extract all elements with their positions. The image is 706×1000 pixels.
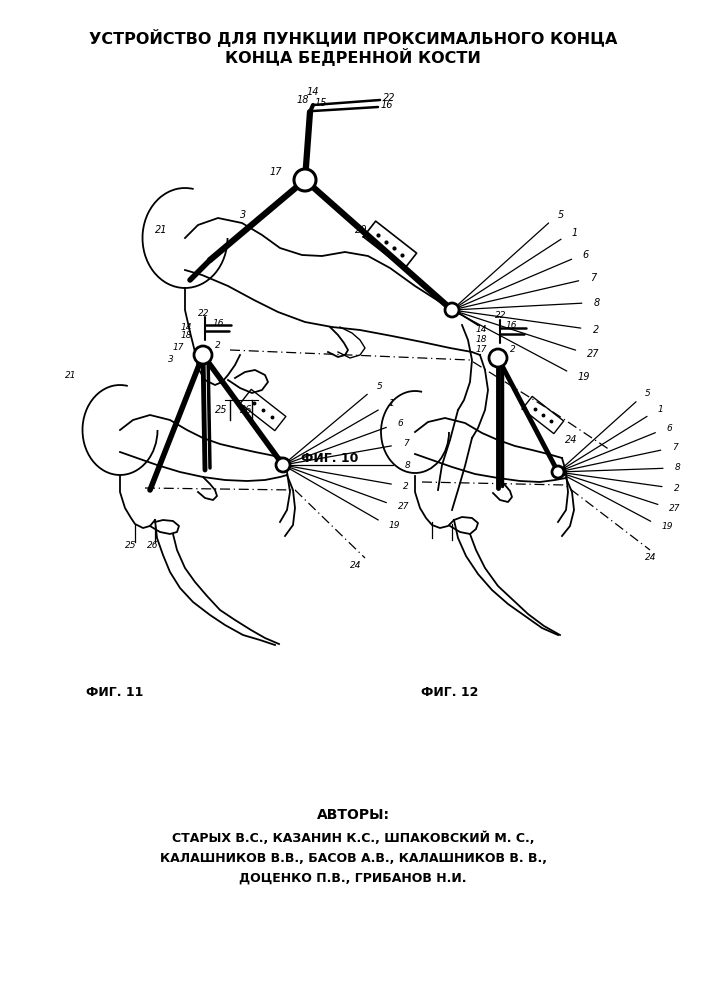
Text: КОНЦА БЕДРЕННОЙ КОСТИ: КОНЦА БЕДРЕННОЙ КОСТИ bbox=[225, 48, 481, 66]
Text: 14: 14 bbox=[476, 326, 488, 334]
Text: 8: 8 bbox=[594, 298, 600, 308]
Text: 22: 22 bbox=[383, 93, 395, 103]
Text: 6: 6 bbox=[666, 424, 672, 433]
Text: АВТОРЫ:: АВТОРЫ: bbox=[316, 808, 390, 822]
Text: 22: 22 bbox=[198, 308, 210, 318]
Text: 7: 7 bbox=[590, 273, 597, 283]
Text: 19: 19 bbox=[578, 372, 590, 382]
Text: 21: 21 bbox=[155, 225, 167, 235]
Text: 3: 3 bbox=[240, 210, 246, 220]
Text: 24: 24 bbox=[645, 554, 657, 562]
Text: 22: 22 bbox=[495, 312, 506, 320]
Text: 15: 15 bbox=[315, 98, 328, 108]
Text: 5: 5 bbox=[558, 210, 564, 220]
Text: 8: 8 bbox=[405, 460, 411, 470]
Text: 8: 8 bbox=[675, 463, 681, 472]
Text: УСТРОЙСТВО ДЛЯ ПУНКЦИИ ПРОКСИМАЛЬНОГО КОНЦА: УСТРОЙСТВО ДЛЯ ПУНКЦИИ ПРОКСИМАЛЬНОГО КО… bbox=[89, 29, 617, 47]
Text: 2: 2 bbox=[215, 340, 221, 350]
Text: 17: 17 bbox=[270, 167, 282, 177]
Text: 2: 2 bbox=[592, 325, 599, 335]
Text: 18: 18 bbox=[297, 95, 309, 105]
Text: 16: 16 bbox=[213, 318, 225, 328]
Text: 5: 5 bbox=[376, 382, 382, 391]
Text: 2: 2 bbox=[510, 346, 516, 355]
Text: 7: 7 bbox=[403, 439, 409, 448]
Circle shape bbox=[276, 458, 290, 472]
Text: 18: 18 bbox=[476, 336, 488, 344]
Text: КАЛАШНИКОВ В.В., БАСОВ А.В., КАЛАШНИКОВ В. В.,: КАЛАШНИКОВ В.В., БАСОВ А.В., КАЛАШНИКОВ … bbox=[160, 852, 546, 864]
Text: 1: 1 bbox=[657, 405, 663, 414]
Text: 18: 18 bbox=[181, 330, 193, 340]
Text: СТАРЫХ В.С., КАЗАНИН К.С., ШПАКОВСКИЙ М. С.,: СТАРЫХ В.С., КАЗАНИН К.С., ШПАКОВСКИЙ М.… bbox=[172, 831, 534, 845]
Text: ФИГ. 12: ФИГ. 12 bbox=[421, 686, 479, 698]
Text: 26: 26 bbox=[147, 540, 159, 550]
Text: 17: 17 bbox=[476, 346, 488, 355]
Circle shape bbox=[294, 169, 316, 191]
Text: 14: 14 bbox=[181, 322, 193, 332]
Text: 2: 2 bbox=[674, 484, 680, 493]
Text: 5: 5 bbox=[645, 389, 651, 398]
Text: 27: 27 bbox=[669, 504, 681, 513]
Text: 20: 20 bbox=[355, 225, 368, 235]
Text: ФИГ. 10: ФИГ. 10 bbox=[301, 452, 359, 464]
Text: 25: 25 bbox=[215, 405, 227, 415]
Text: 21: 21 bbox=[65, 370, 76, 379]
Text: 16: 16 bbox=[506, 322, 517, 330]
Text: 17: 17 bbox=[173, 342, 184, 352]
Text: 14: 14 bbox=[307, 87, 320, 97]
Circle shape bbox=[552, 466, 564, 478]
Text: 25: 25 bbox=[125, 540, 136, 550]
Circle shape bbox=[194, 346, 212, 364]
Text: 2: 2 bbox=[403, 482, 409, 491]
Text: 7: 7 bbox=[672, 443, 678, 452]
Circle shape bbox=[489, 349, 507, 367]
Text: 27: 27 bbox=[397, 502, 409, 511]
Text: ФИГ. 11: ФИГ. 11 bbox=[86, 686, 144, 698]
Text: 19: 19 bbox=[662, 522, 673, 531]
Text: 19: 19 bbox=[389, 522, 400, 530]
Text: 6: 6 bbox=[397, 419, 403, 428]
Text: 26: 26 bbox=[240, 405, 253, 415]
Text: 27: 27 bbox=[587, 349, 599, 359]
Text: 24: 24 bbox=[565, 435, 578, 445]
Text: 3: 3 bbox=[168, 356, 174, 364]
Circle shape bbox=[445, 303, 459, 317]
Text: ДОЦЕНКО П.В., ГРИБАНОВ Н.И.: ДОЦЕНКО П.В., ГРИБАНОВ Н.И. bbox=[239, 871, 467, 884]
Text: 6: 6 bbox=[582, 250, 589, 260]
Text: 1: 1 bbox=[571, 228, 578, 238]
Text: 16: 16 bbox=[381, 100, 393, 110]
Text: 24: 24 bbox=[350, 560, 361, 570]
Text: 1: 1 bbox=[389, 399, 395, 408]
